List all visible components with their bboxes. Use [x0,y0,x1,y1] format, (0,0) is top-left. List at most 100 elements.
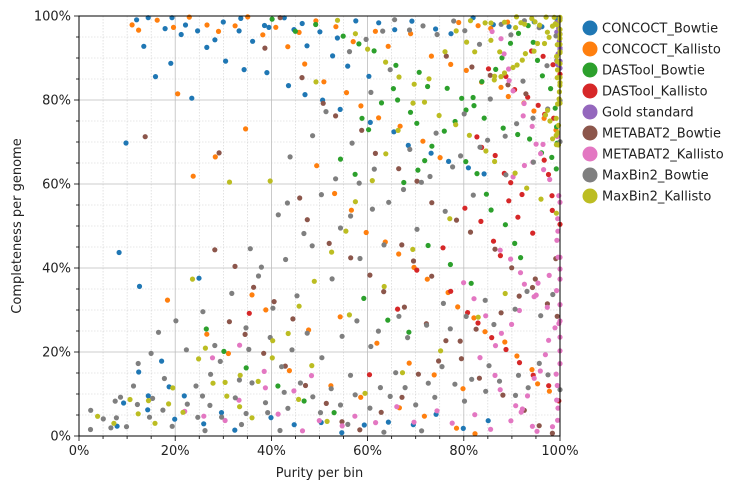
data-point [111,420,117,426]
data-point [212,342,218,349]
data-point [477,355,483,361]
data-point [108,425,114,431]
data-point [410,258,417,264]
data-point [447,261,453,268]
data-point [553,142,560,148]
data-point [497,253,503,259]
data-point [506,24,512,30]
data-point [236,28,242,34]
data-point [352,199,358,205]
data-point [449,420,455,426]
data-point [232,427,238,433]
data-point [515,30,522,36]
legend-marker [582,62,598,78]
data-point [468,280,474,286]
data-point [285,44,291,50]
data-point [279,364,285,370]
data-point [304,43,310,49]
data-point [217,358,223,364]
data-point [291,422,297,428]
data-point [510,88,516,94]
data-point [529,123,535,129]
data-point [492,73,498,79]
legend-marker [582,41,598,57]
minor-grid [79,16,560,436]
data-point [352,171,358,177]
data-point [320,100,326,106]
data-point [164,297,171,303]
data-point [505,82,511,88]
data-point [540,53,546,59]
data-point [461,398,468,404]
data-point [374,340,380,346]
data-point [285,83,292,89]
data-point [554,42,560,48]
data-point [395,97,401,103]
data-point [399,370,406,376]
data-point [413,402,419,408]
data-point [463,159,469,165]
data-point [505,93,511,100]
data-point [512,170,518,176]
data-point [269,355,275,361]
data-point [159,358,165,364]
data-point [498,74,504,80]
data-point [550,291,556,298]
legend-item: METABAT2_Kallisto [582,146,724,163]
data-point [530,39,536,45]
data-point [443,338,449,344]
data-point [175,91,181,97]
data-point [546,272,552,278]
data-point [123,424,130,430]
legend-item: DASTool_Kallisto [582,83,708,100]
data-point [357,255,363,262]
data-point [456,19,462,26]
data-point [538,196,544,202]
data-point [250,38,256,44]
data-point [401,179,407,186]
data-point [470,94,476,101]
data-point [203,326,209,332]
data-point [247,246,253,252]
data-point [301,398,307,404]
data-point [385,43,391,49]
data-point [381,283,387,290]
data-point [530,115,536,121]
data-point [323,400,329,406]
data-point [501,70,508,76]
data-point [524,288,530,294]
data-point [549,193,555,199]
data-point [242,331,248,337]
data-point [299,20,305,27]
legend-marker [582,104,598,120]
data-point [405,335,411,341]
data-point [533,141,539,147]
data-point [406,329,412,335]
data-point [380,28,386,34]
data-point [521,281,528,287]
data-point [415,167,421,173]
series-maxbin2-bowtie [87,17,563,435]
data-point [369,206,375,212]
legend-item: MaxBin2_Bowtie [582,167,709,184]
data-point [337,402,344,408]
data-point [371,166,377,172]
data-point [515,214,521,220]
data-point [425,242,431,249]
data-point [448,31,454,37]
data-point [443,53,449,59]
data-point [440,300,446,306]
data-point [524,185,530,191]
data-point [460,386,466,392]
data-point [346,312,352,318]
data-point [554,288,560,294]
data-point [550,136,556,142]
data-point [506,66,512,72]
data-point [509,321,515,327]
data-point [352,392,358,398]
data-point [232,395,238,401]
data-point [337,314,343,320]
data-point [519,191,525,198]
data-point [323,109,329,115]
